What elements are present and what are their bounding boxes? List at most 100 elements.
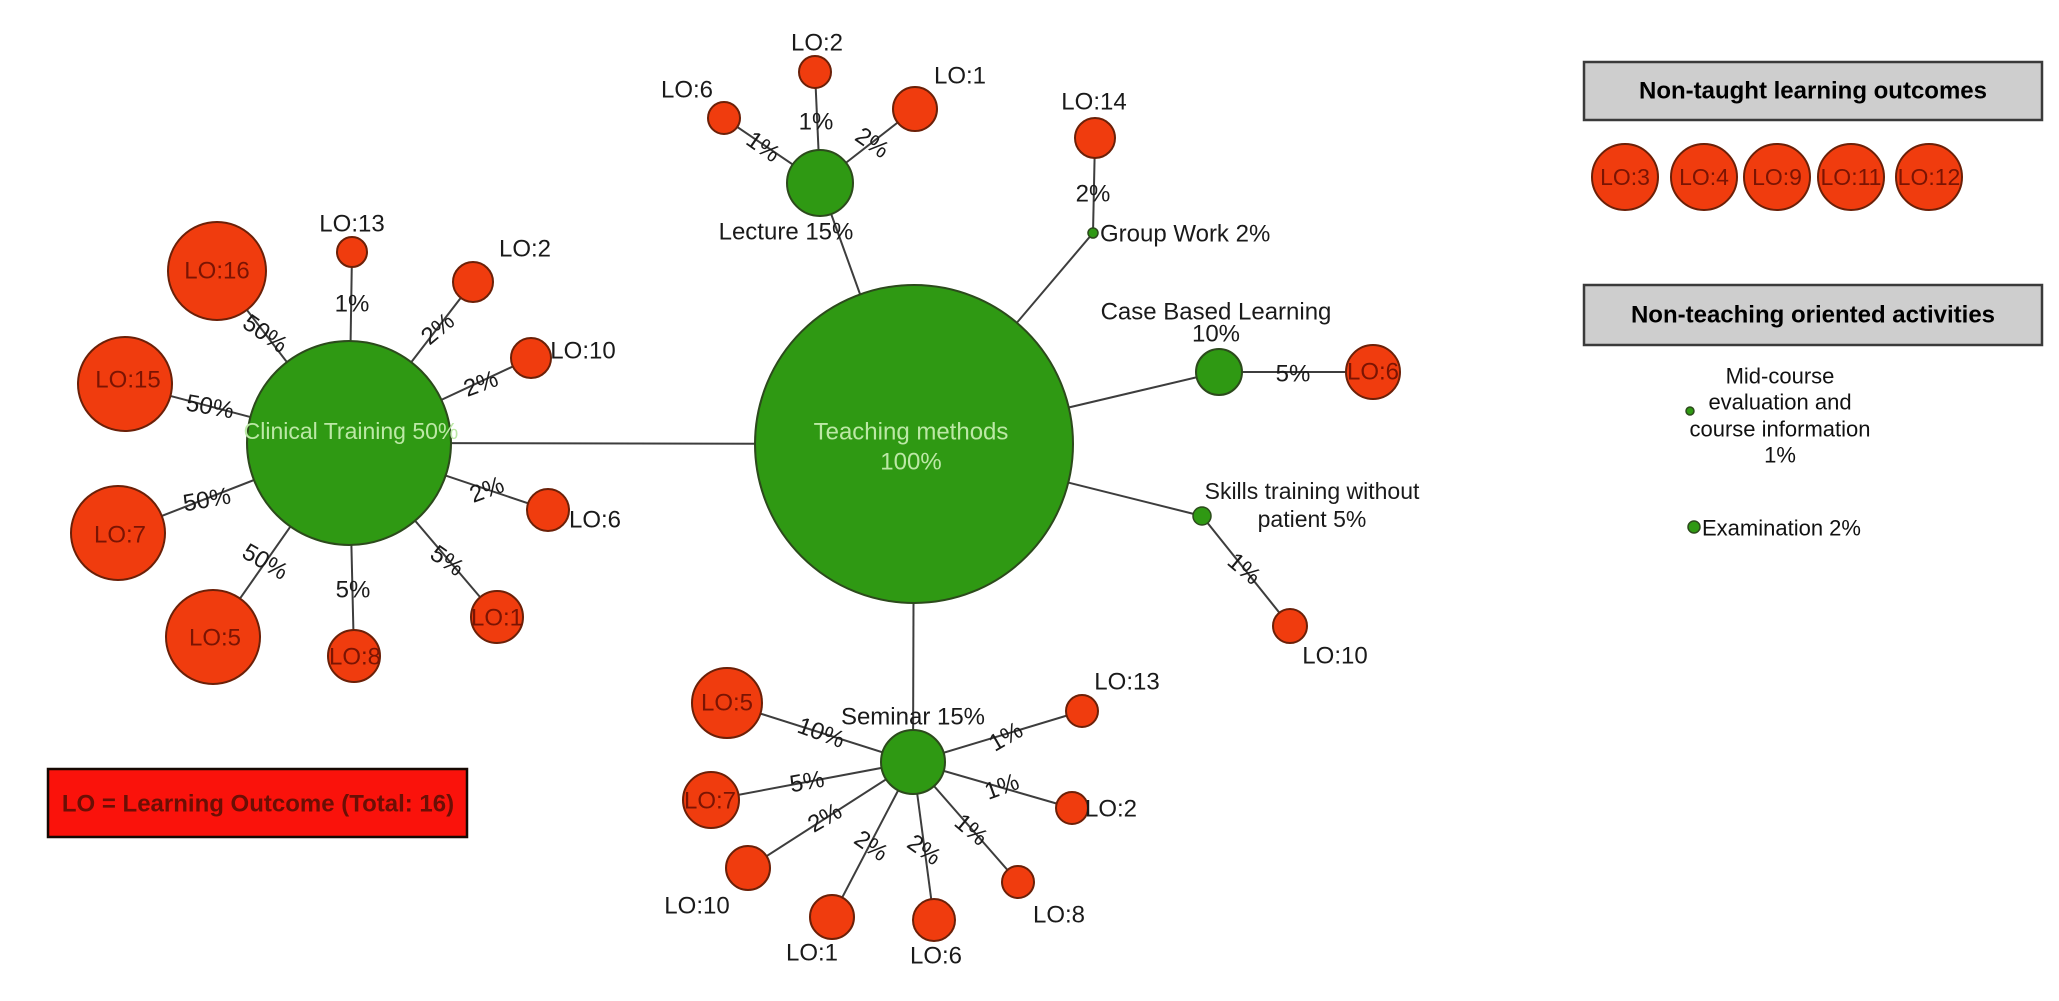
cl-lo5-circle: [165, 589, 261, 685]
edge-seminar-sem-lo7-pct-label: 5%: [788, 766, 827, 799]
cl-lo16-label: LO:16: [184, 258, 249, 285]
groupwork-label: Group Work 2%: [1100, 221, 1270, 248]
lecture-hub-circle: [786, 149, 854, 217]
lecture-label: Lecture 15%: [719, 219, 854, 246]
edge-seminar-sem-lo13-pct-label: 1%: [984, 717, 1028, 758]
sem-lo13-label: LO:13: [1094, 669, 1159, 696]
cl-lo10-circle: [510, 337, 552, 379]
edge-groupwork-gw-lo14-pct-label: 2%: [1076, 181, 1111, 208]
lec-lo1-label: LO:1: [934, 63, 986, 90]
midcourse-dot-circle: [1685, 406, 1695, 416]
teaching-label: Teaching methods: [814, 419, 1009, 446]
nt-lo3-label: LO:3: [1600, 164, 1650, 190]
nt-lo4-circle: [1670, 143, 1738, 211]
nt-lo9-label: LO:9: [1752, 164, 1802, 190]
sk-lo10-circle: [1272, 608, 1308, 644]
sem-lo6-circle: [912, 898, 956, 942]
non-teaching-panel: Non-teaching oriented activities Mid-cou…: [1582, 283, 2044, 541]
lo-legend-box: [46, 767, 469, 839]
cl-lo7-circle: [70, 485, 166, 581]
skills-circle: [1192, 506, 1212, 526]
cl-lo5-label: LO:5: [189, 625, 241, 652]
graph-layer: 1%1% 2%2%5%1%50%1%2%2%50%50%50%5%5%2%10%5…: [70, 30, 1963, 970]
lo-legend: LO = Learning Outcome (Total: 16): [46, 767, 469, 839]
examination-dot-circle: [1687, 520, 1701, 534]
cl-lo13-circle: [336, 236, 368, 268]
non-taught-panel: Non-taught learning outcomes: [1582, 60, 2044, 122]
teaching-label: 100%: [880, 449, 941, 476]
clinical-label: Clinical Training 50%: [244, 418, 459, 444]
gw-lo14-circle: [1074, 117, 1116, 159]
seminar-hub-circle: [880, 729, 946, 795]
cl-lo6-label: LO:6: [569, 507, 621, 534]
sem-lo7-circle: [682, 771, 740, 829]
nt-lo4-label: LO:4: [1679, 164, 1729, 190]
cl-lo1-label: LO:1: [471, 605, 523, 632]
case-lo6-circle: [1345, 344, 1401, 400]
sem-lo2-circle: [1055, 791, 1089, 825]
edge-case-case-lo6-pct-label: 5%: [1276, 361, 1311, 388]
teaching-hub-circle: [754, 284, 1074, 604]
midcourse-line-1: Mid-course: [1726, 364, 1835, 389]
midcourse-line-3: course information: [1690, 417, 1871, 442]
non-teaching-header-label: Non-teaching oriented activities: [1631, 302, 1995, 329]
edge-clinical-cl-lo7-pct-label: 50%: [181, 483, 233, 518]
edge-skills-sk-lo10-pct-label: 1%: [1222, 548, 1266, 591]
gw-lo14-label: LO:14: [1061, 89, 1126, 116]
sem-lo2-label: LO:2: [1085, 796, 1137, 823]
cl-lo15-label: LO:15: [95, 367, 160, 394]
seminar-label: Seminar 15%: [841, 704, 985, 731]
edge-clinical-cl-lo16-pct-label: 50%: [238, 309, 293, 359]
lec-lo6-circle: [707, 101, 741, 135]
sem-lo8-circle: [1001, 865, 1035, 899]
cl-lo15-circle: [77, 336, 173, 432]
cl-lo1-circle: [470, 590, 524, 644]
edge-seminar-sem-lo6-pct-label: 2%: [902, 829, 946, 871]
skills-label: patient 5%: [1258, 506, 1367, 532]
lec-lo2-label: LO:2: [791, 30, 843, 57]
sem-lo5-circle: [691, 667, 763, 739]
skills-label: Skills training without: [1205, 478, 1420, 504]
midcourse-line-4: 1%: [1764, 443, 1796, 468]
case-lo6-label: LO:6: [1347, 359, 1399, 386]
sem-lo10-circle: [725, 845, 771, 891]
nt-lo9-circle: [1743, 143, 1811, 211]
midcourse-line-2: evaluation and: [1708, 390, 1851, 415]
non-taught-header-box: [1582, 60, 2044, 122]
examination-label: Examination 2%: [1702, 516, 1861, 541]
sem-lo10-label: LO:10: [664, 893, 729, 920]
edge-clinical-cl-lo10-pct-label: 2%: [460, 365, 502, 402]
clinical-hub-circle: [246, 340, 452, 546]
cl-lo13-label: LO:13: [319, 211, 384, 238]
cl-lo8-label: LO:8: [329, 644, 381, 671]
sem-lo1-label: LO:1: [786, 940, 838, 967]
edge-clinical-cl-lo2-pct-label: 2%: [416, 308, 460, 351]
sem-lo7-label: LO:7: [684, 788, 736, 815]
case-label: 10%: [1192, 321, 1240, 348]
cl-lo2-circle: [452, 261, 494, 303]
nt-lo3-circle: [1591, 143, 1659, 211]
cl-lo7-label: LO:7: [94, 522, 146, 549]
case-hub-circle: [1195, 348, 1243, 396]
sem-lo13-circle: [1065, 694, 1099, 728]
cl-lo6-circle: [526, 488, 570, 532]
edge-lecture-lec-lo1-pct-label: 2%: [850, 122, 894, 164]
sk-lo10-label: LO:10: [1302, 643, 1367, 670]
nt-lo12-label: LO:12: [1898, 164, 1961, 190]
nt-lo11-label: LO:11: [1821, 164, 1882, 190]
groupwork-circle: [1087, 227, 1099, 239]
non-teaching-header-box: [1582, 283, 2044, 347]
nt-lo11-circle: [1817, 143, 1885, 211]
cl-lo10-label: LO:10: [550, 338, 615, 365]
edge-lecture-lec-lo2-pct-label: 1%: [799, 109, 834, 136]
edge-clinical-cl-lo6-pct-label: 2%: [466, 471, 508, 508]
non-taught-header-label: Non-taught learning outcomes: [1639, 78, 1987, 105]
sem-lo5-label: LO:5: [701, 690, 753, 717]
cl-lo16-circle: [167, 221, 267, 321]
sem-lo8-label: LO:8: [1033, 902, 1085, 929]
case-label: Case Based Learning: [1101, 299, 1332, 326]
edge-clinical-cl-lo13-pct-label: 1%: [335, 291, 370, 318]
edge-seminar-sem-lo2-pct-label: 1%: [981, 768, 1023, 805]
edge-seminar-sem-lo10-pct-label: 2%: [803, 798, 847, 839]
lo-legend-label: LO = Learning Outcome (Total: 16): [62, 791, 454, 818]
